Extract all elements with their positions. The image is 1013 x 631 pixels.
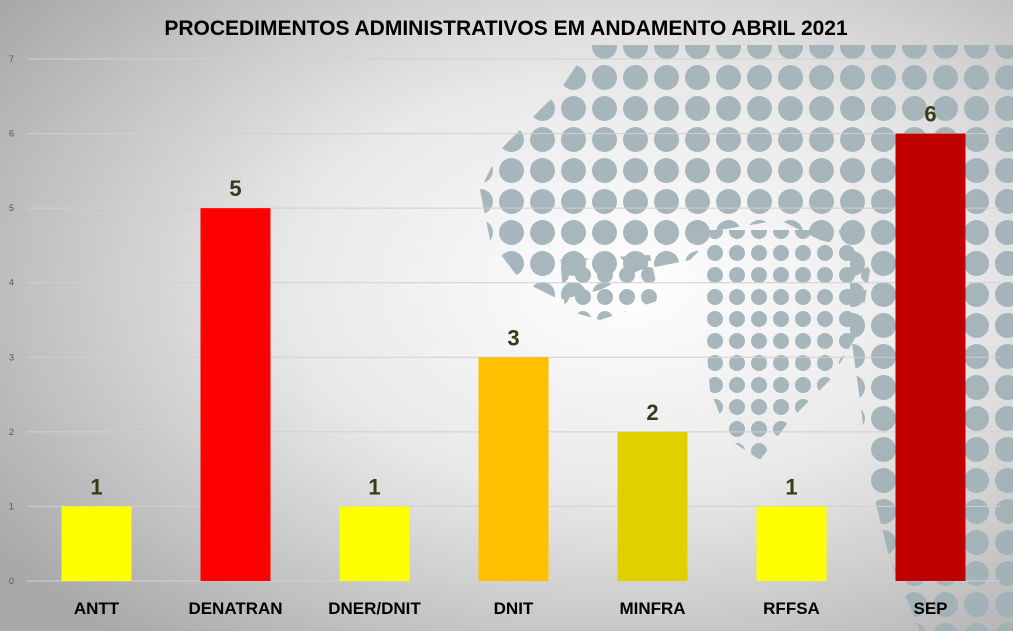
bar: [617, 431, 688, 581]
bar: [339, 506, 410, 581]
data-label: 5: [229, 176, 241, 201]
data-label: 1: [785, 474, 797, 499]
data-label: 3: [507, 325, 519, 350]
y-tick-label: 6: [9, 129, 14, 139]
y-tick-label: 0: [9, 576, 14, 586]
bar: [756, 506, 827, 581]
bar: [478, 357, 549, 581]
x-tick-label: DENATRAN: [188, 599, 282, 618]
data-label: 6: [924, 102, 936, 127]
y-tick-label: 4: [9, 278, 14, 288]
y-tick-label: 1: [9, 501, 14, 511]
data-label: 2: [646, 400, 658, 425]
bar: [61, 506, 132, 581]
bar: [200, 208, 271, 581]
y-axis: 0 1 2 3 4 5 6 7: [9, 54, 14, 586]
data-label: 1: [368, 474, 380, 499]
bars: [61, 133, 966, 582]
y-tick-label: 2: [9, 427, 14, 437]
x-tick-label: DNER/DNIT: [328, 599, 421, 618]
y-tick-label: 5: [9, 203, 14, 213]
chart-title: PROCEDIMENTOS ADMINISTRATIVOS EM ANDAMEN…: [164, 17, 848, 40]
data-labels: 1 5 1 3 2 1 6: [90, 102, 936, 500]
x-tick-label: SEP: [913, 599, 947, 618]
y-tick-label: 7: [9, 54, 14, 64]
data-label: 1: [90, 474, 102, 499]
x-axis: ANTT DENATRAN DNER/DNIT DNIT MINFRA RFFSA SEP: [74, 599, 948, 618]
bar: [895, 133, 966, 582]
x-tick-label: DNIT: [494, 599, 534, 618]
x-tick-label: MINFRA: [619, 599, 685, 618]
x-tick-label: ANTT: [74, 599, 120, 618]
y-tick-label: 3: [9, 352, 14, 362]
x-tick-label: RFFSA: [763, 599, 820, 618]
